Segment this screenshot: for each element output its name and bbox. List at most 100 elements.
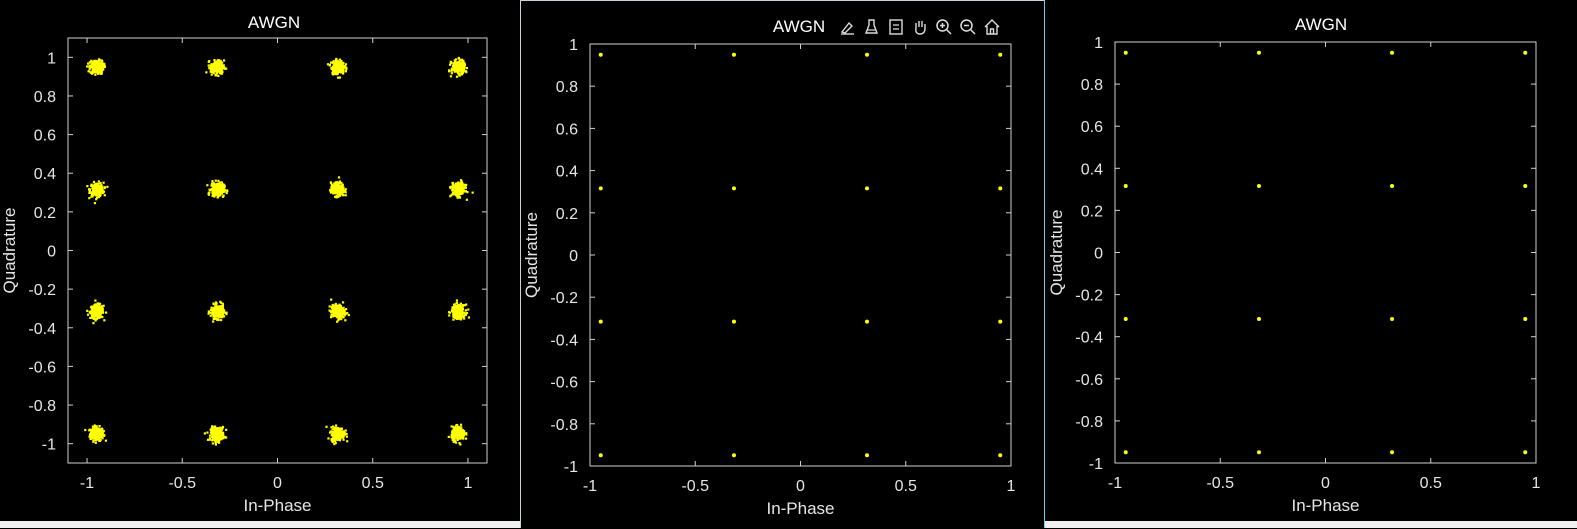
- noisy-symbol-point: [97, 180, 100, 183]
- noisy-symbol-point: [212, 65, 215, 68]
- noisy-symbol-point: [93, 306, 96, 309]
- noisy-symbol-point: [210, 73, 213, 76]
- noisy-symbol-point: [215, 308, 219, 311]
- noisy-symbol-point: [103, 194, 106, 197]
- noisy-symbol-point: [95, 62, 98, 65]
- noisy-symbol-point: [330, 67, 333, 71]
- noisy-symbol-point: [89, 437, 92, 441]
- noisy-symbol-point: [334, 302, 337, 305]
- noisy-symbol-point: [345, 308, 348, 311]
- noisy-symbol-point: [86, 313, 90, 316]
- noisy-symbol-point: [94, 184, 97, 187]
- noisy-symbol-point: [452, 440, 455, 444]
- constellation-point: [598, 186, 603, 191]
- noisy-symbol-point: [96, 435, 100, 439]
- noisy-symbol-point: [458, 187, 461, 190]
- noisy-symbol-point: [221, 316, 224, 319]
- noisy-symbol-point: [214, 187, 217, 190]
- noisy-symbol-point: [467, 308, 470, 311]
- noisy-symbol-point: [221, 185, 224, 188]
- noisy-symbol-point: [337, 319, 340, 322]
- noisy-symbol-point: [91, 305, 94, 308]
- noisy-symbol-point: [91, 67, 95, 71]
- noisy-symbol-point: [325, 425, 328, 428]
- zoom-out-icon[interactable]: [957, 16, 979, 38]
- noisy-symbol-point: [97, 62, 100, 65]
- noisy-symbol-point: [338, 438, 342, 441]
- noisy-symbol-point: [216, 436, 219, 439]
- data-points: [1123, 50, 1528, 455]
- noisy-symbol-point: [92, 315, 95, 318]
- noisy-symbol-point: [457, 56, 461, 60]
- x-tick-label: -0.5: [681, 478, 709, 495]
- noisy-symbol-point: [330, 185, 333, 189]
- noisy-symbol-point: [338, 430, 341, 433]
- noisy-symbol-point: [94, 441, 97, 444]
- noisy-symbol-point: [90, 195, 93, 198]
- noisy-symbol-point: [330, 426, 333, 429]
- noisy-symbol-point: [215, 433, 218, 437]
- noisy-symbol-point: [327, 437, 330, 440]
- noisy-symbol-point: [212, 188, 216, 191]
- noisy-symbol-point: [455, 431, 458, 435]
- noisy-symbol-point: [95, 313, 99, 316]
- noisy-symbol-point: [330, 434, 333, 437]
- noisy-symbol-point: [97, 429, 100, 432]
- legend-icon[interactable]: [885, 16, 907, 38]
- noisy-symbol-point: [449, 75, 452, 78]
- noisy-symbol-point: [342, 308, 345, 312]
- noisy-symbol-point: [339, 435, 342, 438]
- noisy-symbol-point: [220, 305, 223, 308]
- noisy-symbol-point: [332, 66, 335, 69]
- home-icon[interactable]: [981, 16, 1003, 38]
- x-tick-label: -1: [583, 478, 597, 495]
- noisy-symbol-point: [342, 433, 345, 436]
- noisy-symbol-point: [214, 301, 218, 304]
- noisy-symbol-point: [457, 184, 460, 187]
- noisy-symbol-point: [94, 436, 97, 439]
- noisy-symbol-point: [222, 436, 225, 439]
- noisy-symbol-point: [460, 429, 463, 432]
- noisy-symbol-point: [459, 302, 463, 305]
- noisy-symbol-point: [91, 316, 94, 319]
- noisy-symbol-point: [96, 316, 99, 319]
- noisy-symbol-point: [98, 305, 101, 309]
- pan-icon[interactable]: [909, 16, 931, 38]
- noisy-symbol-point: [336, 65, 339, 68]
- noisy-symbol-point: [454, 58, 458, 61]
- noisy-symbol-point: [330, 187, 333, 191]
- noisy-symbol-point: [214, 313, 217, 316]
- constellation-point: [1390, 450, 1395, 455]
- noisy-symbol-point: [92, 432, 95, 435]
- y-tick-label: 0: [1094, 246, 1103, 263]
- noisy-symbol-point: [343, 189, 347, 193]
- noisy-symbol-point: [340, 431, 343, 434]
- noisy-symbol-point: [101, 437, 104, 440]
- noisy-symbol-point: [96, 185, 100, 188]
- noisy-symbol-point: [212, 184, 215, 187]
- noisy-symbol-point: [330, 298, 333, 301]
- noisy-symbol-point: [337, 195, 340, 198]
- noisy-symbol-point: [451, 185, 455, 188]
- noisy-symbol-point: [221, 307, 225, 310]
- data-tips-icon[interactable]: [861, 16, 883, 38]
- noisy-symbol-point: [213, 435, 216, 438]
- noisy-symbol-point: [457, 307, 460, 311]
- noisy-symbol-point: [99, 64, 102, 67]
- noisy-symbol-point: [342, 72, 345, 75]
- zoom-in-icon[interactable]: [933, 16, 955, 38]
- noisy-symbol-point: [456, 313, 459, 316]
- noisy-symbol-point: [333, 443, 336, 446]
- noisy-symbol-point: [97, 65, 100, 68]
- brush-icon[interactable]: [837, 16, 859, 38]
- x-axis-title: In-Phase: [766, 499, 834, 518]
- noisy-symbol-point: [101, 189, 104, 192]
- noisy-symbol-point: [88, 197, 91, 200]
- noisy-symbol-point: [211, 425, 214, 428]
- noisy-symbol-point: [458, 184, 461, 187]
- noisy-symbol-point: [99, 308, 102, 311]
- noisy-symbol-point: [457, 432, 460, 435]
- noisy-symbol-point: [220, 428, 223, 431]
- noisy-symbol-point: [461, 62, 464, 65]
- noisy-symbol-point: [224, 311, 227, 314]
